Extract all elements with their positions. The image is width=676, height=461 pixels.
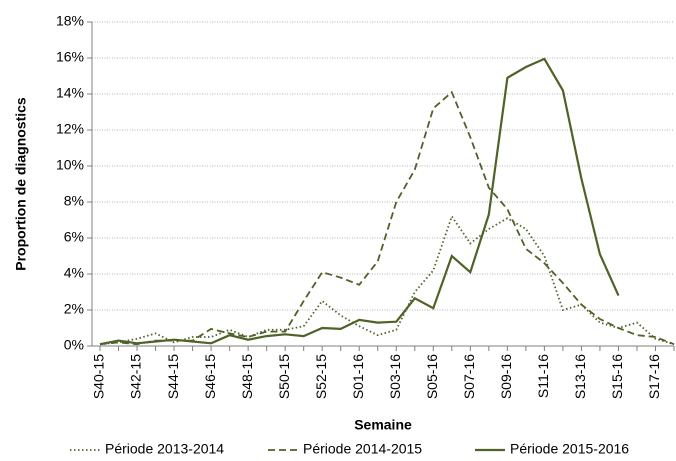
y-tick-label: 14%	[56, 85, 84, 101]
x-tick-label: S46-15	[202, 354, 218, 399]
x-tick-label: S03-16	[387, 354, 403, 399]
x-tick-label: S05-16	[424, 354, 440, 399]
y-tick-label: 4%	[64, 265, 84, 281]
x-tick-label: S48-15	[239, 354, 255, 399]
x-tick-label: S42-15	[128, 354, 144, 399]
x-tick-label: S07-16	[461, 354, 477, 399]
y-tick-label: 6%	[64, 229, 84, 245]
x-tick-label: S50-15	[276, 354, 292, 399]
series-line	[99, 214, 675, 346]
y-tick-label: 2%	[64, 301, 84, 317]
y-tick-label: 8%	[64, 193, 84, 209]
legend-label: Période 2014-2015	[303, 441, 422, 457]
series-line	[99, 57, 620, 346]
x-tick-label: S52-15	[313, 354, 329, 399]
x-tick-label: S11-16	[535, 354, 551, 398]
x-axis-label: Semaine	[354, 417, 412, 433]
x-tick-label: S17-16	[646, 354, 662, 399]
y-axis-label: Proportion de diagnostics	[13, 97, 29, 271]
y-tick-label: 18%	[56, 13, 84, 29]
x-tick-label: S15-16	[609, 354, 625, 399]
legend-label: Période 2015-2016	[510, 441, 629, 457]
y-tick-label: 0%	[64, 337, 84, 353]
x-tick-label: S09-16	[498, 354, 514, 399]
legend-label: Période 2013-2014	[105, 441, 224, 457]
x-tick-label: S01-16	[350, 354, 366, 399]
x-tick-label: S44-15	[165, 354, 181, 399]
y-tick-label: 16%	[56, 49, 84, 65]
y-tick-label: 10%	[56, 157, 84, 173]
x-tick-label: S13-16	[572, 354, 588, 399]
y-tick-label: 12%	[56, 121, 84, 137]
x-tick-label: S40-15	[91, 354, 107, 399]
